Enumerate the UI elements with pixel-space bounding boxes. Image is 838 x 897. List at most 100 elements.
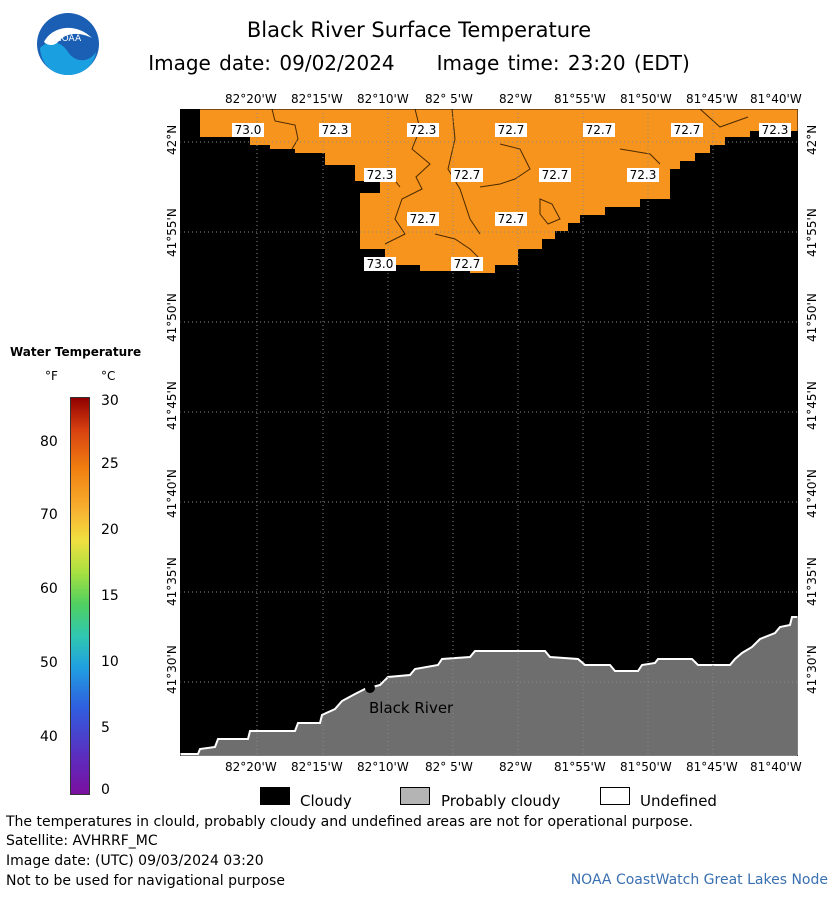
unit-celsius: °C [101,369,116,383]
temp-label: 72.3 [759,123,791,137]
svg-text:72.7: 72.7 [454,168,481,182]
temperature-colorbar [70,397,90,795]
svg-text:72.7: 72.7 [586,123,613,137]
temp-label: 72.7 [451,168,483,182]
svg-text:72.7: 72.7 [454,257,481,271]
lon-tick: 82°15'W [291,92,343,106]
probably-cloudy-label: Probably cloudy [441,792,561,810]
lat-tick: 41°35'N [805,557,819,606]
lon-tick: 81°45'W [686,92,738,106]
lon-tick: 81°55'W [554,92,606,106]
land-area [180,616,798,756]
lat-tick: 41°55'N [805,208,819,257]
lon-tick: 81°50'W [620,92,672,106]
disclaimer-text: The temperatures in clould, probably clo… [6,814,693,830]
c-tick: 5 [101,720,110,736]
svg-text:72.3: 72.3 [630,168,657,182]
temperature-contours [271,109,749,260]
temp-label: 72.3 [364,168,396,182]
temp-label: 72.7 [495,123,527,137]
lat-tick: 41°55'N [165,208,179,257]
unit-fahrenheit: °F [45,369,58,383]
svg-text:72.7: 72.7 [674,123,701,137]
black-river-marker [365,683,375,693]
footer-credit: NOAA CoastWatch Great Lakes Node [570,872,828,888]
svg-text:72.3: 72.3 [322,123,349,137]
image-date-label: Image date: 09/02/2024 [148,51,395,75]
map-title: Black River Surface Temperature [246,18,592,42]
utc-date-text: Image date: (UTC) 09/03/2024 03:20 [6,853,264,869]
lon-tick: 81°50'W [620,760,672,774]
svg-text:72.7: 72.7 [498,123,525,137]
lat-tick: 41°30'N [805,645,819,694]
temp-label: 73.0 [364,257,396,271]
lon-tick: 82°10'W [357,92,409,106]
svg-text:72.3: 72.3 [762,123,789,137]
temperature-label-layer: 73.0 72.3 72.3 72.7 72.7 72.7 72.3 72.3 … [232,123,791,271]
lon-tick: 81°40'W [750,760,802,774]
lat-tick: 41°50'N [805,293,819,342]
temp-label: 72.7 [407,212,439,226]
probably-cloudy-swatch [400,787,430,805]
temp-label: 72.7 [583,123,615,137]
warm-water-region [200,109,798,273]
temperature-map: 73.0 72.3 72.3 72.7 72.7 72.7 72.3 72.3 … [180,109,798,756]
svg-text:73.0: 73.0 [367,257,394,271]
lat-tick: 41°40'N [165,469,179,518]
svg-text:72.3: 72.3 [367,168,394,182]
f-tick: 60 [40,581,58,597]
f-tick: 80 [40,434,58,450]
legend-title: Water Temperature [10,345,142,359]
temp-label: 72.7 [451,257,483,271]
temp-label: 72.3 [627,168,659,182]
nav-warning-text: Not to be used for navigational purpose [6,873,285,889]
svg-text:72.7: 72.7 [498,212,525,226]
graticule [180,109,798,756]
temp-label: 72.7 [539,168,571,182]
c-tick: 0 [101,782,110,798]
temp-label: 72.3 [319,123,351,137]
cloudy-swatch [260,787,290,805]
black-river-label: Black River [369,699,454,717]
c-tick: 30 [101,393,119,409]
satellite-text: Satellite: AVHRRF_MC [6,833,158,849]
c-tick: 10 [101,654,119,670]
lon-tick: 82°W [499,92,533,106]
c-tick: 15 [101,588,119,604]
lon-tick: 82°15'W [291,760,343,774]
lat-tick: 41°45'N [165,381,179,430]
image-time-label: Image time: 23:20 (EDT) [436,51,690,75]
lon-tick: 82° 5'W [425,760,473,774]
lon-tick: 81°45'W [686,760,738,774]
temp-label: 72.3 [407,123,439,137]
lat-tick: 41°30'N [165,645,179,694]
noaa-logo: NOAA [37,13,99,75]
c-tick: 20 [101,522,119,538]
map-subtitle: Image date: 09/02/2024 Image time: 23:20 … [0,51,838,75]
lon-tick: 82°W [499,760,533,774]
cloudy-label: Cloudy [300,792,352,810]
noaa-logo-text: NOAA [55,34,82,44]
svg-text:72.3: 72.3 [410,123,437,137]
f-tick: 40 [40,729,58,745]
svg-text:73.0: 73.0 [235,123,262,137]
lon-tick: 82° 5'W [425,92,473,106]
lon-tick: 81°40'W [750,92,802,106]
lat-tick: 42°N [805,124,819,155]
lat-tick: 41°35'N [165,557,179,606]
svg-text:72.7: 72.7 [542,168,569,182]
lon-tick: 82°20'W [225,760,277,774]
temp-label: 72.7 [495,212,527,226]
temp-label: 72.7 [671,123,703,137]
svg-text:72.7: 72.7 [410,212,437,226]
f-tick: 70 [40,507,58,523]
c-tick: 25 [101,456,119,472]
undefined-swatch [600,787,630,805]
lat-tick: 42°N [165,124,179,155]
f-tick: 50 [40,655,58,671]
lon-tick: 82°20'W [225,92,277,106]
temp-label: 73.0 [232,123,264,137]
lat-tick: 41°50'N [165,293,179,342]
lon-tick: 82°10'W [357,760,409,774]
lon-tick: 81°55'W [554,760,606,774]
